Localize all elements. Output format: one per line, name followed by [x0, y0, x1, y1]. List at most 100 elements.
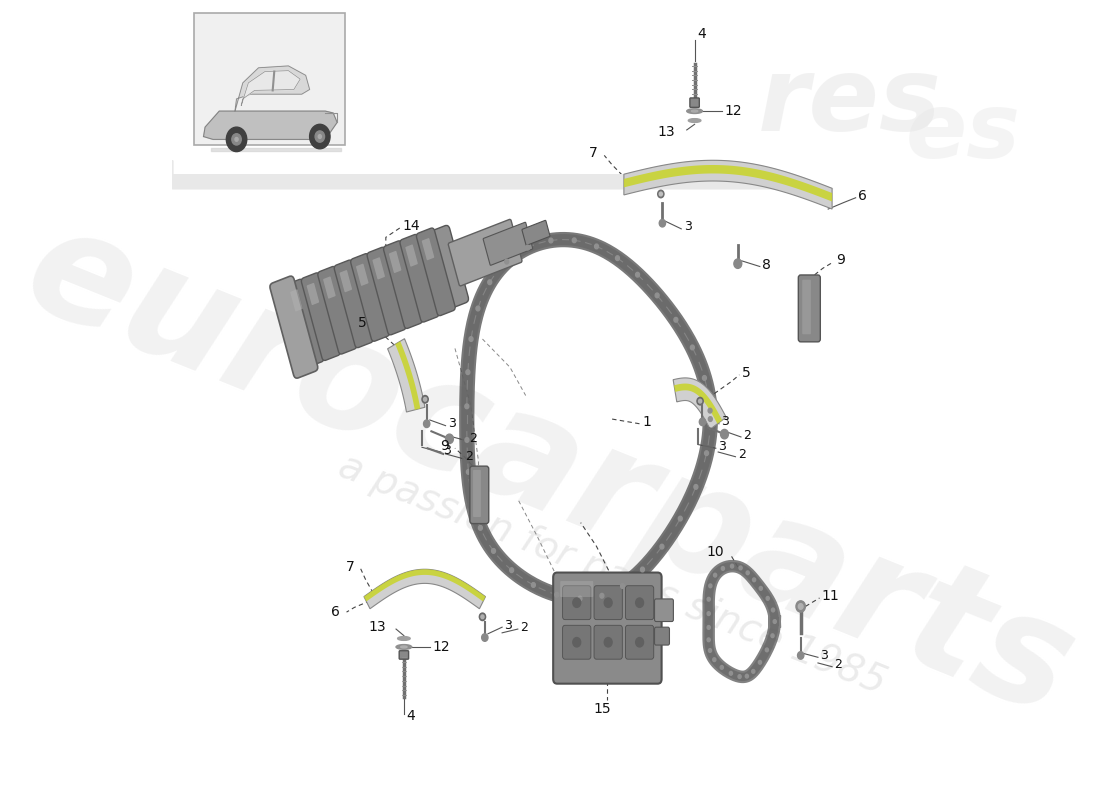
FancyBboxPatch shape — [351, 254, 389, 342]
Circle shape — [694, 485, 697, 490]
FancyBboxPatch shape — [483, 222, 532, 266]
Circle shape — [708, 408, 712, 413]
FancyBboxPatch shape — [654, 627, 670, 645]
Text: 10: 10 — [707, 545, 725, 559]
Circle shape — [656, 293, 659, 298]
Circle shape — [471, 499, 474, 504]
FancyBboxPatch shape — [285, 279, 323, 367]
Circle shape — [766, 648, 769, 652]
Circle shape — [734, 259, 741, 268]
Text: 4: 4 — [697, 27, 706, 41]
Polygon shape — [674, 383, 723, 424]
FancyBboxPatch shape — [553, 573, 661, 684]
Circle shape — [554, 592, 559, 597]
Text: 3: 3 — [718, 440, 726, 453]
Text: 9: 9 — [836, 253, 845, 267]
Polygon shape — [241, 70, 300, 106]
Circle shape — [759, 586, 762, 590]
Circle shape — [707, 612, 711, 615]
Text: 3: 3 — [505, 618, 513, 632]
Text: 9: 9 — [441, 439, 450, 454]
Circle shape — [526, 246, 530, 250]
Circle shape — [771, 608, 774, 612]
Polygon shape — [624, 165, 832, 202]
Text: eurocarparts: eurocarparts — [6, 194, 1093, 749]
Circle shape — [707, 638, 711, 642]
Circle shape — [595, 244, 598, 249]
Text: 12: 12 — [432, 640, 450, 654]
FancyBboxPatch shape — [367, 247, 406, 335]
Circle shape — [746, 571, 749, 574]
Circle shape — [509, 568, 514, 573]
Circle shape — [636, 272, 639, 277]
Ellipse shape — [689, 118, 701, 122]
FancyBboxPatch shape — [270, 276, 318, 378]
Polygon shape — [395, 342, 420, 410]
Text: 2: 2 — [835, 658, 843, 671]
Polygon shape — [364, 570, 485, 609]
Circle shape — [729, 671, 733, 675]
FancyBboxPatch shape — [522, 220, 550, 246]
Circle shape — [549, 238, 553, 243]
Text: 3: 3 — [443, 444, 451, 457]
Circle shape — [424, 420, 430, 427]
Circle shape — [466, 470, 471, 474]
Text: 5: 5 — [359, 316, 367, 330]
Circle shape — [232, 134, 241, 145]
Text: 15: 15 — [594, 702, 612, 716]
Circle shape — [604, 638, 612, 647]
Polygon shape — [673, 378, 726, 430]
Circle shape — [720, 666, 724, 670]
FancyBboxPatch shape — [340, 270, 352, 292]
Circle shape — [636, 638, 644, 647]
Text: 3: 3 — [722, 415, 729, 428]
FancyBboxPatch shape — [318, 266, 356, 354]
Circle shape — [708, 584, 712, 588]
FancyBboxPatch shape — [277, 226, 469, 367]
Text: 5: 5 — [741, 366, 750, 380]
Circle shape — [707, 626, 711, 630]
FancyBboxPatch shape — [334, 260, 373, 348]
FancyBboxPatch shape — [399, 650, 408, 659]
Circle shape — [659, 192, 662, 196]
Circle shape — [707, 598, 711, 601]
Circle shape — [315, 131, 324, 142]
Circle shape — [674, 318, 678, 322]
FancyBboxPatch shape — [421, 238, 434, 260]
Text: a passion for parts since 1985: a passion for parts since 1985 — [333, 447, 891, 702]
FancyBboxPatch shape — [626, 626, 653, 659]
Circle shape — [658, 190, 664, 198]
Circle shape — [773, 620, 777, 623]
Circle shape — [752, 578, 756, 582]
Circle shape — [751, 670, 755, 674]
Circle shape — [600, 594, 604, 598]
Circle shape — [739, 566, 742, 570]
Circle shape — [487, 280, 492, 285]
FancyBboxPatch shape — [323, 277, 336, 298]
Text: 2: 2 — [738, 448, 746, 462]
FancyBboxPatch shape — [690, 98, 700, 107]
Text: 3: 3 — [821, 649, 828, 662]
FancyBboxPatch shape — [562, 626, 591, 659]
FancyBboxPatch shape — [594, 626, 623, 659]
Circle shape — [705, 451, 708, 455]
Text: res: res — [758, 52, 942, 153]
Circle shape — [466, 370, 470, 374]
FancyBboxPatch shape — [373, 258, 385, 279]
Text: 1: 1 — [642, 415, 651, 429]
FancyBboxPatch shape — [384, 241, 422, 329]
Polygon shape — [364, 570, 485, 602]
Circle shape — [660, 544, 664, 549]
FancyBboxPatch shape — [560, 581, 593, 597]
Circle shape — [227, 127, 246, 152]
Text: 3: 3 — [448, 418, 455, 430]
Text: 14: 14 — [403, 219, 420, 233]
Circle shape — [766, 597, 769, 600]
FancyBboxPatch shape — [562, 586, 591, 620]
Circle shape — [318, 134, 321, 138]
Circle shape — [476, 306, 480, 311]
Text: 2: 2 — [520, 621, 528, 634]
FancyBboxPatch shape — [626, 586, 653, 620]
Text: es: es — [905, 90, 1021, 178]
Circle shape — [422, 395, 428, 403]
